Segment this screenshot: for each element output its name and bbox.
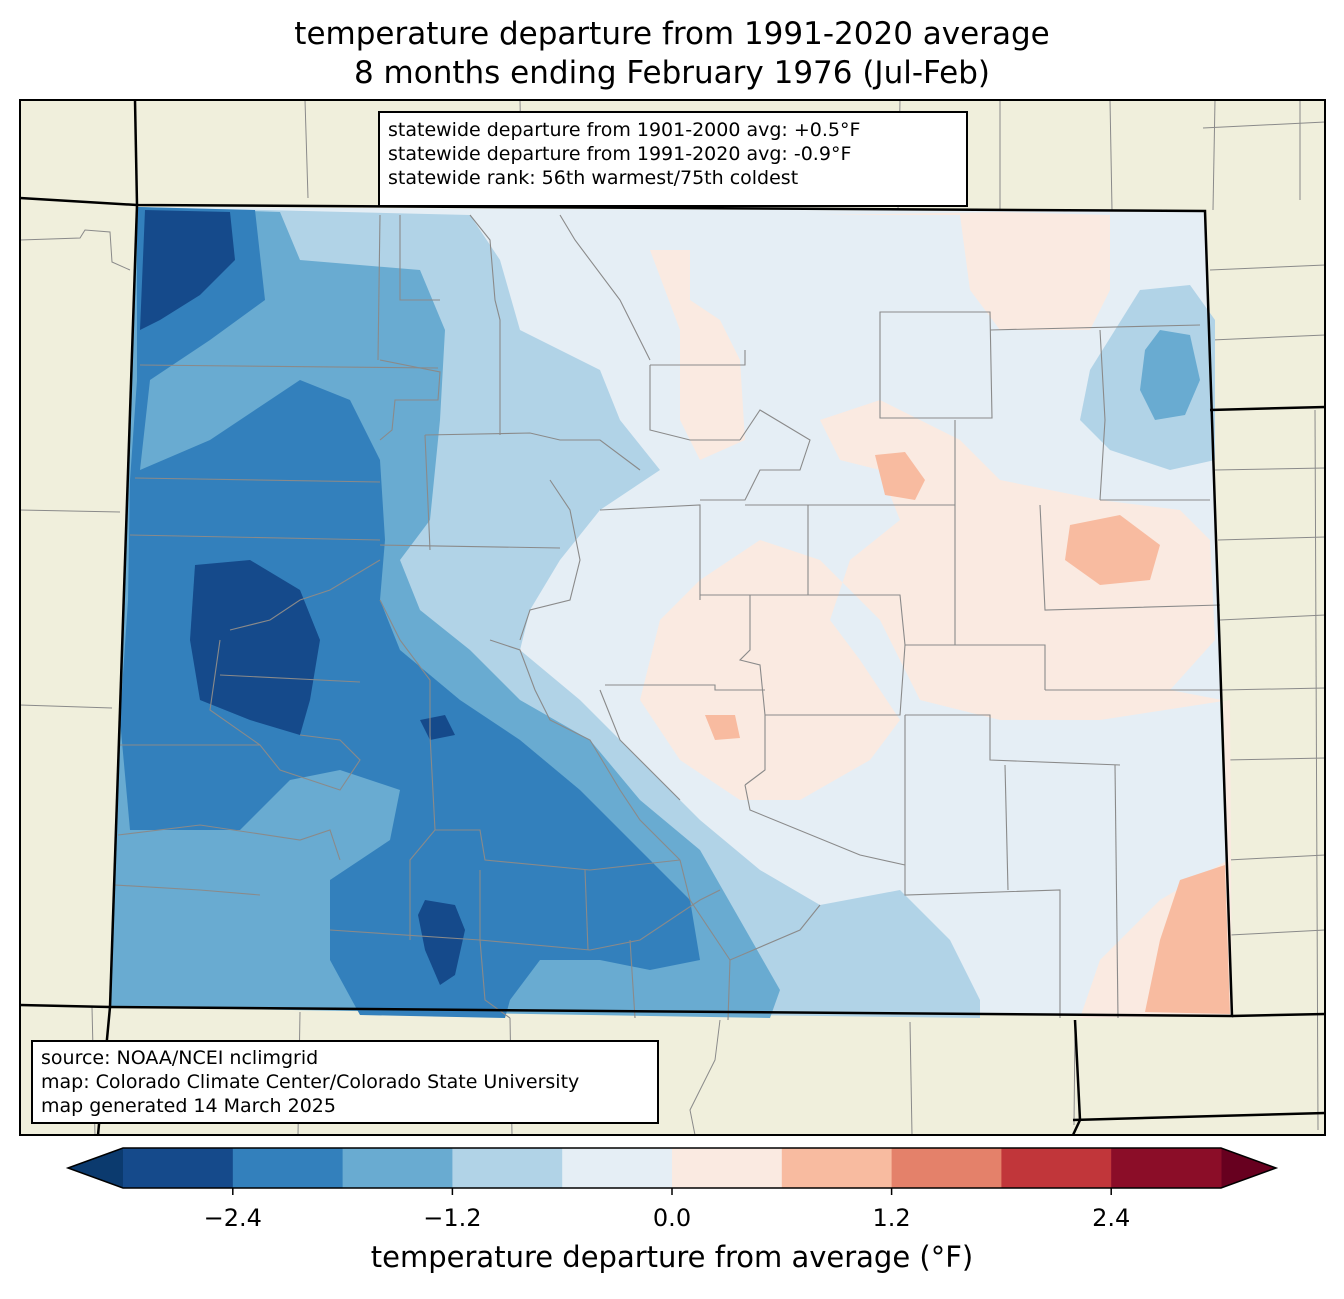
colorbar-swatch [562,1148,673,1188]
colorbar-swatch [891,1148,1002,1188]
map-frame [19,99,1326,1136]
source-line-1: source: NOAA/NCEI nclimgrid [41,1047,319,1069]
stats-line-2: statewide departure from 1991-2020 avg: … [388,143,852,165]
colorbar-swatch [342,1148,453,1188]
colorbar-label: temperature departure from average (°F) [370,1240,974,1274]
colorbar-tick-label: −1.2 [423,1204,482,1232]
colorbar-swatch [1001,1148,1112,1188]
contour-mid-blue-ne [1140,330,1200,420]
colorbar-tick-label: 1.2 [872,1204,911,1232]
source-line-2: map: Colorado Climate Center/Colorado St… [41,1071,580,1093]
colorbar-swatch [123,1148,234,1188]
contour-salmon-se [1145,865,1230,1014]
colorbar-tick-label: 2.4 [1092,1204,1131,1232]
statewide-stats-box: statewide departure from 1901-2000 avg: … [378,111,968,207]
temperature-contours [110,207,1232,1018]
contour-dark-blue-sw [418,900,465,985]
contour-salmon-east [1065,515,1160,585]
stats-line-3: statewide rank: 56th warmest/75th coldes… [388,167,799,189]
contour-dark-blue-center [190,560,320,735]
map-title-line-1: temperature departure from 1991-2020 ave… [294,16,1050,52]
source-line-3: map generated 14 March 2025 [41,1095,336,1117]
colorbar-tick-label: 0.0 [652,1204,692,1232]
contour-warm-north [820,212,1110,330]
colorbar [65,1147,1279,1195]
source-credit-box: source: NOAA/NCEI nclimgrid map: Colorad… [31,1040,659,1124]
colorbar-over-triangle [1221,1148,1276,1188]
colorbar-swatch [452,1148,563,1188]
contour-dark-blue-small [420,715,455,740]
county-lines [114,214,1222,1021]
contour-salmon-center [705,715,740,740]
colorbar-swatch [232,1148,344,1188]
state-borders [19,99,1326,1136]
colorbar-outline [65,1147,1279,1189]
map-title-line-2: 8 months ending February 1976 (Jul-Feb) [353,55,990,91]
colorbar-under-triangle [68,1148,123,1188]
colorbar-swatch [781,1148,893,1188]
colorbar-swatch [1111,1148,1222,1188]
contour-warm-north-2 [650,250,745,460]
contour-salmon-north [875,452,925,500]
stats-line-1: statewide departure from 1901-2000 avg: … [388,119,861,141]
contour-blue-west [120,207,700,1018]
contour-dark-blue-nw [140,210,235,330]
colorbar-swatch [672,1148,783,1188]
colorbar-tick-label: −2.4 [203,1204,262,1232]
